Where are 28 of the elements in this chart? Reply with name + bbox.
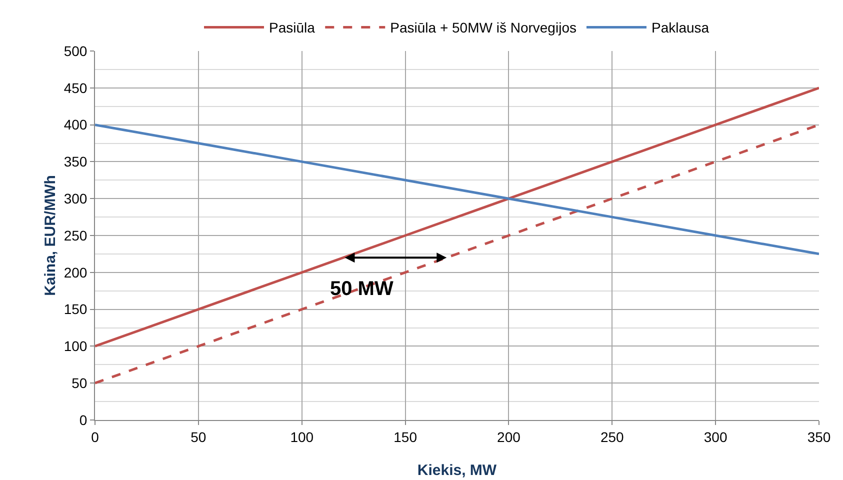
y-tick-label: 0	[79, 412, 88, 428]
line-series	[95, 86, 819, 348]
annotation: 50 MW	[330, 278, 394, 300]
legend-label: Pasiūla	[269, 20, 316, 36]
x-tick-label: 50	[190, 428, 206, 445]
y-tick-label: 450	[64, 80, 88, 96]
y-tick-label: 300	[64, 190, 88, 206]
legend-label: Paklausa	[651, 20, 710, 36]
legend-label: Pasiūla + 50MW iš Norvegijos	[390, 20, 576, 36]
x-tick-label: 250	[600, 428, 624, 445]
x-tick-label: 200	[497, 428, 521, 445]
x-tick-label: 350	[807, 428, 831, 445]
x-tick-label: 0	[91, 428, 100, 445]
y-tick-label: 350	[64, 154, 88, 170]
x-tick-label: 150	[394, 428, 418, 445]
x-tick-label: 300	[704, 428, 728, 445]
y-tick-label: 200	[64, 264, 88, 280]
line-series	[95, 124, 819, 256]
y-tick-label: 50	[72, 375, 88, 391]
y-tick-label: 150	[64, 301, 88, 318]
y-tick-label: 100	[64, 338, 88, 354]
y-tick-label: 500	[64, 42, 88, 59]
y-tick-label: 250	[64, 227, 88, 244]
x-tick-label: 100	[290, 428, 314, 445]
y-axis-title: Kaina, EUR/MWh	[42, 175, 59, 296]
line-series	[95, 124, 819, 384]
x-axis-title: Kiekis, MW	[417, 462, 498, 479]
y-tick-label: 400	[64, 116, 88, 133]
